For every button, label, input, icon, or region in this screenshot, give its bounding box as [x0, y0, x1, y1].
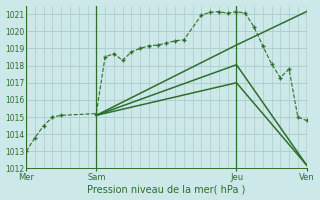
X-axis label: Pression niveau de la mer( hPa ): Pression niveau de la mer( hPa ) — [87, 184, 245, 194]
